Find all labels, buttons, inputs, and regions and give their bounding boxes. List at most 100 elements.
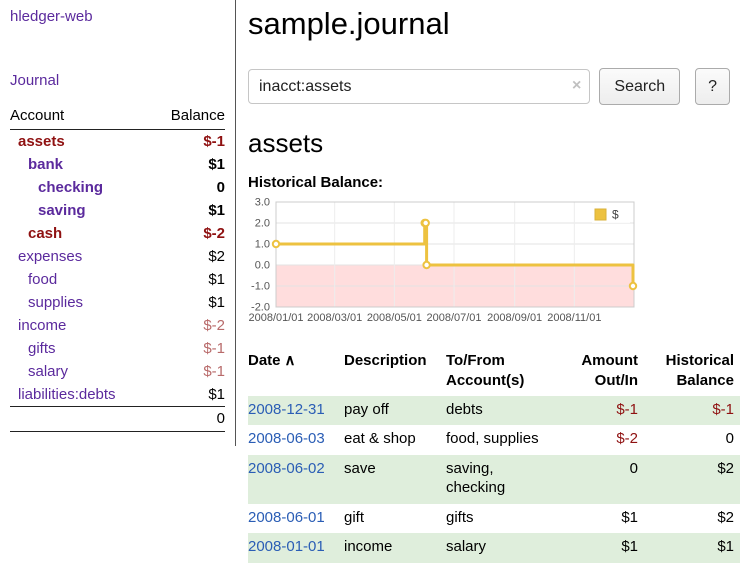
legend-swatch-icon [594, 208, 607, 221]
account-balance: $1 [208, 156, 225, 173]
svg-text:2008/05/01: 2008/05/01 [367, 312, 422, 324]
transaction-description: income [344, 538, 393, 555]
accounts-total-spacer [10, 406, 153, 432]
register-row: 2008-01-01 income salary $1 $1 [248, 533, 740, 563]
accounts-total-row: 0 [10, 406, 225, 432]
account-row: supplies $1 [10, 291, 225, 314]
sort-ascending-icon: ∧ [284, 352, 296, 369]
account-row: checking 0 [10, 176, 225, 199]
svg-text:-1.0: -1.0 [251, 281, 270, 293]
account-link[interactable]: supplies [28, 294, 84, 311]
account-row: bank $1 [10, 153, 225, 176]
account-link[interactable]: liabilities:debts [18, 386, 116, 403]
account-name-cell: bank [10, 153, 152, 176]
clear-search-icon[interactable]: × [572, 77, 582, 94]
transaction-balance: $-1 [712, 400, 734, 418]
transaction-accounts: food, supplies [446, 430, 539, 447]
account-link[interactable]: assets [18, 133, 65, 150]
account-name-cell: food [10, 268, 152, 291]
register-header-accounts[interactable]: To/From Account(s) [446, 349, 554, 396]
account-link[interactable]: cash [28, 225, 63, 242]
svg-text:1.0: 1.0 [255, 239, 270, 251]
journal-link[interactable]: Journal [10, 72, 60, 89]
account-row: expenses $2 [10, 245, 225, 268]
account-balance: $-1 [203, 363, 225, 380]
account-name-cell: assets [10, 130, 152, 154]
transaction-date-link[interactable]: 2008-06-02 [248, 459, 325, 477]
transaction-date-link[interactable]: 2008-06-03 [248, 430, 325, 447]
register-header-description-label: Description [344, 352, 427, 369]
legend-label: $ [612, 208, 619, 222]
search-input[interactable] [248, 69, 591, 104]
account-link[interactable]: bank [28, 156, 64, 173]
transaction-amount: $1 [621, 508, 638, 526]
register-row: 2008-06-01 gift gifts $1 $2 [248, 504, 740, 534]
chart-title: Historical Balance: [248, 174, 384, 191]
transaction-accounts: salary [446, 538, 487, 555]
accounts-header-row: Account Balance [10, 105, 225, 130]
transaction-date-cell: 2008-06-01 [248, 504, 344, 534]
search-box: × [248, 69, 591, 104]
account-name-cell: gifts [10, 337, 152, 360]
transaction-date-link[interactable]: 2008-12-31 [248, 400, 325, 418]
account-balance: $1 [208, 271, 225, 288]
svg-text:2.0: 2.0 [255, 218, 270, 230]
account-name-cell: liabilities:debts [10, 383, 152, 407]
account-link[interactable]: saving [38, 202, 86, 219]
account-balance: $1 [208, 294, 225, 311]
register-header-date[interactable]: Date ∧ [248, 349, 344, 396]
page-title: sample.journal [248, 6, 450, 41]
sidebar: hledger-web Journal Account Balance asse… [0, 0, 236, 446]
help-button[interactable]: ? [695, 68, 730, 105]
register-header-accounts-line1: To/From [446, 352, 505, 369]
transaction-description: gift [344, 508, 365, 526]
register-header-amount[interactable]: Amount Out/In [554, 349, 644, 396]
account-heading: assets [248, 128, 324, 158]
transaction-balance: 0 [725, 430, 734, 447]
account-link[interactable]: gifts [28, 340, 56, 357]
app-root: hledger-web Journal Account Balance asse… [0, 0, 740, 563]
search-row: × Search ? [248, 68, 730, 105]
svg-text:2008/11/01: 2008/11/01 [547, 312, 601, 324]
search-button[interactable]: Search [599, 68, 681, 105]
account-link[interactable]: expenses [18, 248, 83, 265]
account-link[interactable]: food [28, 271, 58, 288]
register-row: 2008-06-03 eat & shop food, supplies $-2 0 [248, 425, 740, 455]
account-name-cell: checking [10, 176, 152, 199]
account-link[interactable]: income [18, 317, 67, 334]
transaction-accounts: debts [446, 400, 483, 418]
register-header-amount-line1: Amount [581, 352, 638, 369]
transaction-amount: $-1 [616, 400, 638, 418]
accounts-total-value: 0 [152, 406, 225, 432]
account-balance: $-2 [203, 317, 225, 334]
register-row: 2008-06-02 save saving, checking 0 $2 [248, 454, 740, 504]
account-balance: $-1 [203, 340, 225, 357]
transaction-amount: $-2 [616, 430, 638, 447]
transaction-description: save [344, 459, 376, 477]
register-table: Date ∧ Description To/From Account(s) Amo… [248, 349, 740, 563]
account-name-cell: supplies [10, 291, 152, 314]
account-row: food $1 [10, 268, 225, 291]
main-content: sample.journal × Search ? assets Histori… [236, 0, 740, 563]
transaction-date-link[interactable]: 2008-01-01 [248, 538, 325, 555]
account-link[interactable]: checking [38, 179, 104, 196]
account-balance: $1 [208, 386, 225, 403]
transaction-amount: 0 [629, 459, 638, 477]
account-link[interactable]: salary [28, 363, 69, 380]
register-header-description[interactable]: Description [344, 349, 446, 396]
account-name-cell: cash [10, 222, 152, 245]
transaction-date-link[interactable]: 2008-06-01 [248, 508, 325, 526]
account-row: saving $1 [10, 199, 225, 222]
transaction-balance: $1 [717, 538, 734, 555]
accounts-header-balance: Balance [152, 105, 225, 130]
register-row: 2008-12-31 pay off debts $-1 $-1 [248, 395, 740, 425]
register-header-amount-line2: Out/In [594, 372, 638, 390]
account-row: assets $-1 [10, 130, 225, 154]
transaction-balance: $2 [717, 459, 734, 477]
svg-text:2008/09/01: 2008/09/01 [487, 312, 542, 324]
transaction-description: eat & shop [344, 430, 416, 447]
register-header-balance[interactable]: Historical Balance [644, 349, 740, 396]
accounts-header-account: Account [10, 105, 153, 130]
app-title-link[interactable]: hledger-web [10, 8, 93, 25]
register-header-date-label: Date [248, 352, 281, 369]
